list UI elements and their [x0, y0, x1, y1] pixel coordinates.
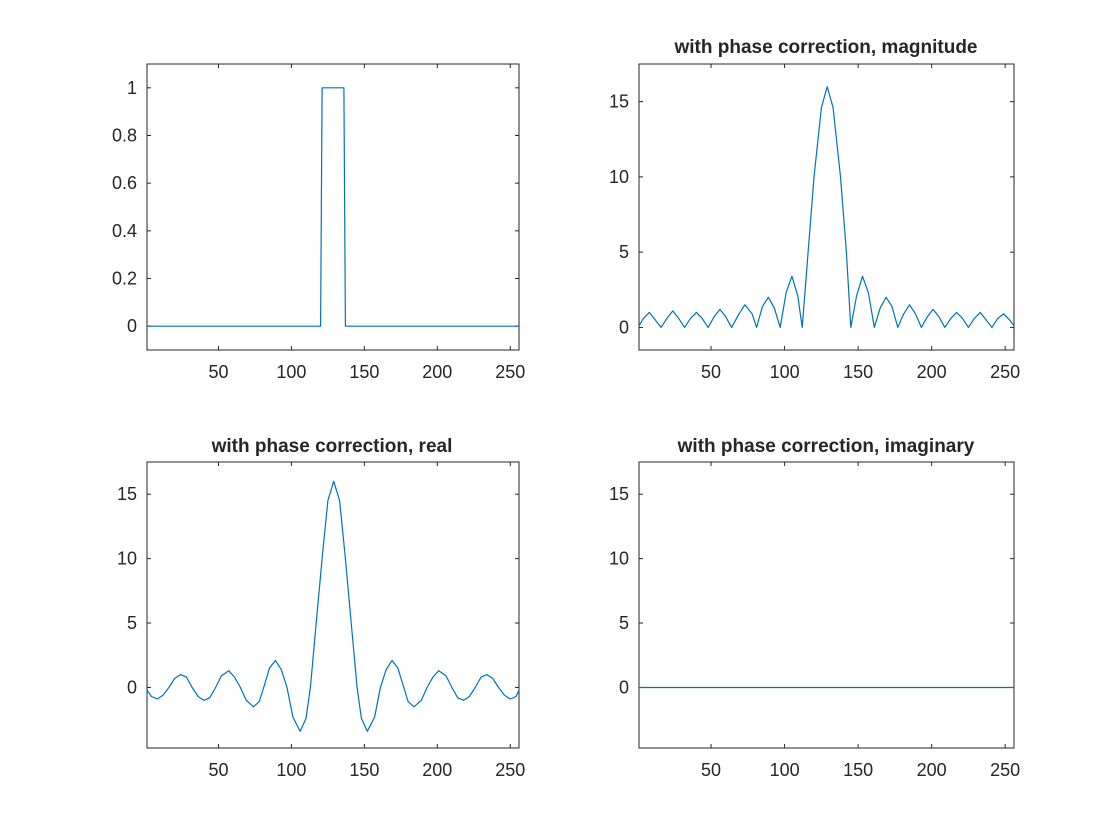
x-tick-label: 150: [843, 362, 873, 382]
series-line: [638, 85, 1015, 328]
panel-input-pulse: 50 100 150 200 250 0 0.2 0.4 0.6 0.8 1: [112, 63, 525, 382]
panel-imaginary: with phase correction, imaginary 50 100 15…: [609, 436, 1020, 780]
y-tick-label: 0: [619, 677, 629, 697]
x-tick-label: 100: [770, 760, 800, 780]
x-tick-label: 100: [276, 362, 306, 382]
panel-real: with phase correction, real 50 100 150 200 2…: [117, 436, 525, 780]
x-tick-label: 200: [422, 362, 452, 382]
panel-title: with phase correction, imaginary: [677, 436, 975, 457]
y-tick-label: 0.6: [112, 173, 137, 193]
x-tick-label: 150: [349, 362, 379, 382]
x-tick-label: 250: [495, 760, 525, 780]
x-tick-label: 200: [422, 760, 452, 780]
y-tick-label: 10: [609, 167, 629, 187]
y-tick-label: 0: [127, 677, 137, 697]
x-tick-label: 50: [701, 362, 721, 382]
x-tick-label: 150: [843, 760, 873, 780]
panel-title: with phase correction, real: [211, 436, 453, 457]
y-tick-label: 10: [609, 549, 629, 569]
axes-box: [146, 63, 520, 351]
x-tick-label: 50: [208, 760, 228, 780]
y-tick-label: 0.2: [112, 269, 137, 289]
x-tick-label: 100: [770, 362, 800, 382]
axes-box: [638, 461, 1015, 749]
y-tick-label: 10: [117, 549, 137, 569]
y-tick-label: 5: [619, 242, 629, 262]
y-tick-label: 5: [619, 613, 629, 633]
y-tick-label: 15: [609, 92, 629, 112]
y-tick-label: 0: [619, 317, 629, 337]
panel-magnitude: with phase correction, magnitude 50 100 15…: [609, 37, 1020, 382]
y-tick-label: 0.4: [112, 221, 137, 241]
y-tick-label: 0.8: [112, 126, 137, 146]
x-tick-label: 200: [917, 362, 947, 382]
axes-box: [146, 461, 520, 749]
y-tick-label: 1: [127, 78, 137, 98]
x-tick-label: 250: [990, 760, 1020, 780]
y-tick-label: 0: [127, 316, 137, 336]
y-tick-label: 15: [609, 484, 629, 504]
x-tick-label: 50: [208, 362, 228, 382]
x-tick-label: 100: [276, 760, 306, 780]
y-tick-label: 15: [117, 484, 137, 504]
x-tick-label: 250: [990, 362, 1020, 382]
y-tick-label: 5: [127, 613, 137, 633]
x-tick-label: 50: [701, 760, 721, 780]
x-tick-label: 200: [917, 760, 947, 780]
x-tick-label: 150: [349, 760, 379, 780]
panel-title: with phase correction, magnitude: [674, 37, 978, 58]
axes-box: [638, 63, 1015, 351]
x-tick-label: 250: [495, 362, 525, 382]
series-line: [146, 480, 520, 732]
series-line: [147, 87, 519, 327]
